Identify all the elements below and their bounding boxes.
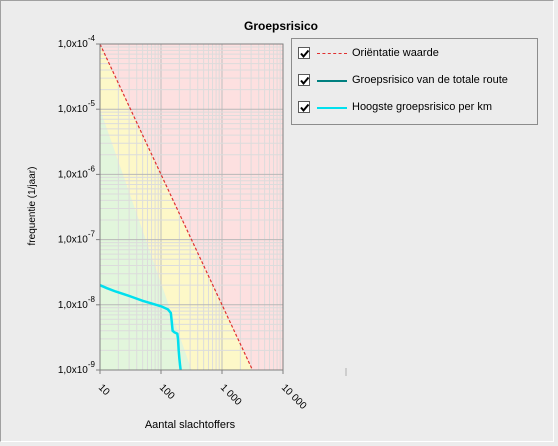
legend-item-totale-route[interactable]: Groepsrisico van de totale route [298, 72, 534, 90]
grid-lines [99, 44, 283, 371]
plot-border [99, 43, 284, 371]
series-line-2 [99, 284, 182, 371]
chart-title: Groepsrisico [244, 19, 318, 33]
legend-checkbox-totale-route[interactable] [298, 74, 310, 86]
series-layer [99, 43, 254, 371]
y-axis-label: frequentie (1/jaar) [27, 167, 38, 246]
x-axis-label: Aantal slachtoffers [145, 419, 236, 431]
x-tick-labels: 10 100 1 000 10 000 [96, 382, 309, 412]
legend-swatch-hoogste-per-km [317, 107, 347, 109]
x-tick-label: 1 000 [218, 382, 244, 408]
legend-checkbox-hoogste-per-km[interactable] [298, 101, 310, 113]
y-tick-label: 1,0x10-6 [58, 164, 96, 180]
legend-label-hoogste-per-km: Hoogste groepsrisico per km [352, 101, 493, 113]
legend-label-orientatie: Oriëntatie waarde [352, 47, 439, 59]
legend-checkbox-orientatie[interactable] [298, 47, 310, 59]
axis-ticks [96, 43, 284, 374]
y-tick-label: 1,0x10-8 [58, 295, 96, 311]
legend-swatch-totale-route [317, 80, 347, 82]
x-tick-label: 10 [96, 382, 112, 398]
y-tick-label: 1,0x10-7 [58, 230, 96, 246]
legend-label-totale-route: Groepsrisico van de totale route [352, 74, 508, 86]
legend-swatch-orientatie [317, 53, 347, 54]
y-tick-labels: 1,0x10-4 1,0x10-5 1,0x10-6 1,0x10-7 1,0x10-8… [58, 34, 96, 376]
legend-item-hoogste-per-km[interactable]: Hoogste groepsrisico per km [298, 99, 534, 117]
zone-yellow [100, 44, 253, 370]
x-tick-label: 10 000 [279, 382, 309, 412]
x-tick-label: 100 [157, 382, 177, 402]
y-tick-label: 1,0x10-4 [58, 34, 96, 50]
legend-item-orientatie[interactable]: Oriëntatie waarde [298, 45, 534, 63]
legend: Oriëntatie waarde Groepsrisico van de to… [291, 38, 538, 125]
y-tick-label: 1,0x10-5 [58, 99, 96, 115]
y-tick-label: 1,0x10-9 [58, 360, 96, 376]
